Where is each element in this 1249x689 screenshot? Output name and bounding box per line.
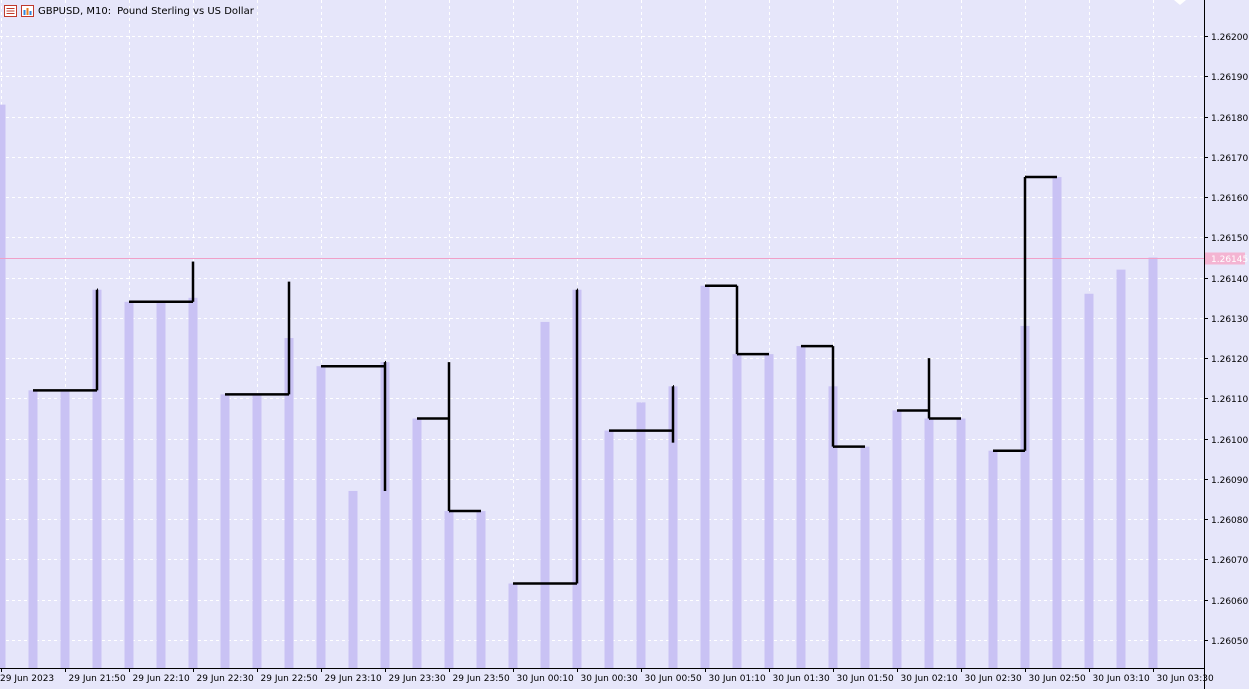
volume-bars [0, 104, 1158, 668]
y-tick-label: 1.26170 [1211, 154, 1248, 164]
volume-bar [252, 394, 262, 668]
x-tick-label: 29 Jun 23:50 [453, 674, 510, 684]
volume-bar [380, 362, 390, 668]
volume-bar [892, 410, 902, 668]
volume-bar [348, 490, 358, 668]
y-tick-label: 1.26130 [1211, 315, 1248, 325]
volume-bar [412, 418, 422, 668]
volume-bar [476, 511, 486, 668]
symbol-description: Pound Sterling vs US Dollar [117, 5, 254, 17]
x-tick-label: 30 Jun 01:10 [709, 674, 766, 684]
y-tick-label: 1.26090 [1211, 476, 1248, 486]
bid-price-label: 1.26145 [1211, 255, 1248, 265]
y-tick-label: 1.26080 [1211, 516, 1248, 526]
volume-bar [1148, 257, 1158, 668]
volume-bar [1116, 269, 1126, 668]
x-tick-label: 29 Jun 23:30 [389, 674, 446, 684]
x-tick-label: 29 Jun 21:50 [69, 674, 126, 684]
x-tick-label: 30 Jun 00:30 [581, 674, 638, 684]
volume-bar [124, 301, 134, 668]
scroll-marker-icon[interactable] [1174, 0, 1186, 5]
y-tick-label: 1.26140 [1211, 275, 1248, 285]
symbol-label: GBPUSD, M10: [38, 5, 112, 17]
x-tick-label: 30 Jun 02:30 [965, 674, 1022, 684]
volume-bar [828, 386, 838, 668]
x-tick-label: 30 Jun 03:30 [1157, 674, 1214, 684]
volume-bar [860, 446, 870, 668]
volume-bar [156, 301, 166, 668]
price-axis[interactable]: 1.26200 1.26190 1.26180 1.26170 1.26160 1.261… [1204, 0, 1248, 689]
chart-header: GBPUSD, M10: Pound Sterling vs US Dollar [4, 3, 254, 19]
volume-bar [604, 430, 614, 668]
volume-bar [508, 583, 518, 668]
y-tick-label: 1.26150 [1211, 234, 1248, 244]
volume-bar [316, 366, 326, 668]
volume-bar [988, 450, 998, 668]
volume-bar [444, 511, 454, 668]
volume-bar [1020, 325, 1030, 668]
y-tick-label: 1.26050 [1211, 637, 1248, 647]
volume-bar [0, 104, 6, 668]
y-tick-label: 1.26200 [1211, 33, 1248, 43]
volume-bar [1084, 293, 1094, 668]
x-tick-label: 30 Jun 00:10 [517, 674, 574, 684]
y-tick-label: 1.26100 [1211, 436, 1248, 446]
x-tick-label: 30 Jun 02:50 [1029, 674, 1086, 684]
y-tick-label: 1.26190 [1211, 73, 1248, 83]
x-tick-label: 29 Jun 22:10 [133, 674, 190, 684]
volume-bar [60, 390, 70, 668]
y-tick-label: 1.26110 [1211, 395, 1248, 405]
y-tick-label: 1.26070 [1211, 556, 1248, 566]
x-tick-label: 30 Jun 02:10 [901, 674, 958, 684]
volume-bar [540, 321, 550, 668]
bid-price-label-bg [1205, 252, 1245, 265]
y-tick-label: 1.26060 [1211, 597, 1248, 607]
volume-bar [732, 354, 742, 668]
x-tick-label: 29 Jun 22:30 [197, 674, 254, 684]
x-tick-label: 29 Jun 22:50 [261, 674, 318, 684]
x-tick-label: 30 Jun 00:50 [645, 674, 702, 684]
volume-bar [1052, 177, 1062, 668]
x-tick-label: 30 Jun 01:30 [773, 674, 830, 684]
time-axis[interactable]: 29 Jun 2023 29 Jun 21:50 29 Jun 22:10 29 Ju… [0, 0, 1214, 684]
y-tick-label: 1.26120 [1211, 355, 1248, 365]
y-tick-label: 1.26180 [1211, 114, 1248, 124]
volume-bar [28, 390, 38, 668]
volume-bar [636, 402, 646, 668]
volume-bar [92, 289, 102, 668]
grid-lines [0, 0, 1204, 668]
list-icon[interactable] [4, 5, 17, 17]
step-line-series [33, 175, 1057, 585]
y-tick-label: 1.26160 [1211, 194, 1248, 204]
volume-bar [284, 338, 294, 668]
chart-icon[interactable] [21, 5, 34, 17]
volume-bar [924, 418, 934, 668]
volume-bar [956, 418, 966, 668]
volume-bar [764, 354, 774, 668]
x-tick-label: 30 Jun 03:10 [1093, 674, 1150, 684]
volume-bar [220, 394, 230, 668]
x-tick-label: 29 Jun 23:10 [325, 674, 382, 684]
volume-bar [700, 285, 710, 668]
volume-bar [796, 346, 806, 668]
x-tick-label: 29 Jun 2023 [0, 674, 54, 684]
x-tick-label: 30 Jun 01:50 [837, 674, 894, 684]
volume-bar [668, 386, 678, 668]
volume-bar [188, 297, 198, 668]
